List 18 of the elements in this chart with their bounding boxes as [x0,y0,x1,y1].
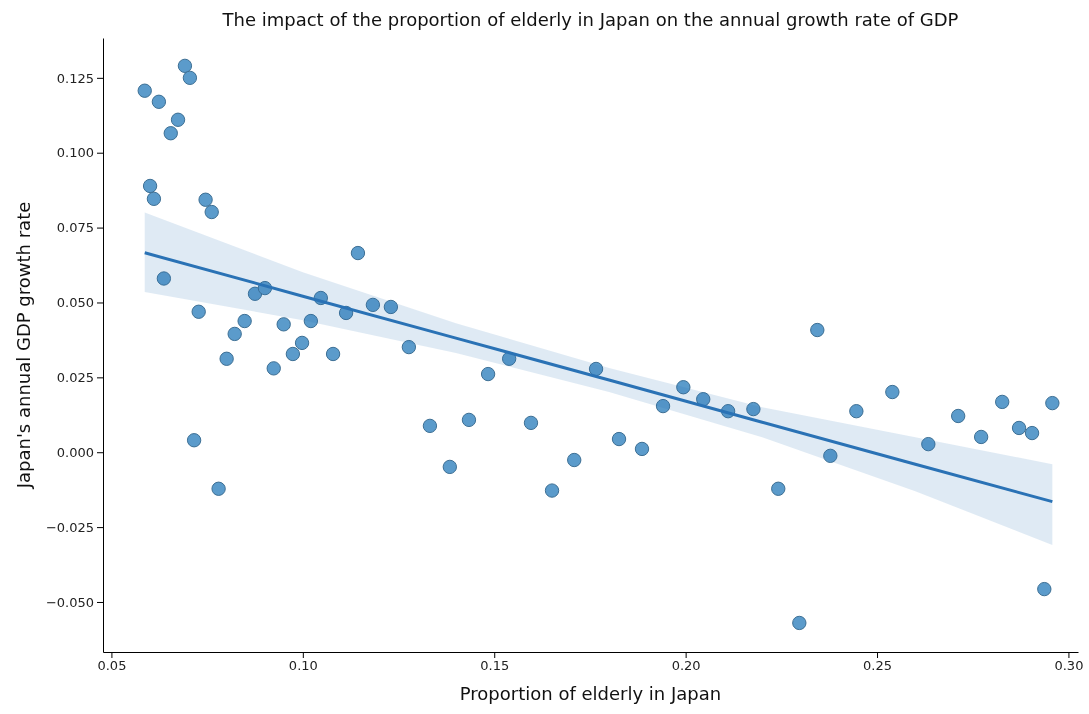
x-tick-label: 0.10 [288,658,318,674]
x-axis-title: Proportion of elderly in Japan [459,683,722,704]
x-tick-label: 0.05 [97,658,127,674]
y-tick-label: 0.100 [56,145,94,161]
x-tick-label: 0.30 [1054,658,1084,674]
line-series [143,251,1054,504]
y-tick-label: 0.125 [56,70,94,86]
y-tick-label: 0.075 [56,220,94,236]
y-tick-label: −0.050 [45,594,94,610]
y-tick-label: 0.050 [56,295,94,311]
y-tick-label: 0.025 [56,370,94,386]
x-tick-label: 0.20 [671,658,701,674]
y-tick-label: −0.025 [45,519,94,535]
y-tick-label: 0.000 [56,444,94,460]
y-axis-title: Japan's annual GDP growth rate [13,201,34,490]
chart-title: The impact of the proportion of elderly in Japan on the annual growth rate of GDP [221,9,959,30]
x-tick-label: 0.25 [863,658,892,674]
x-tick-label: 0.15 [480,658,510,674]
